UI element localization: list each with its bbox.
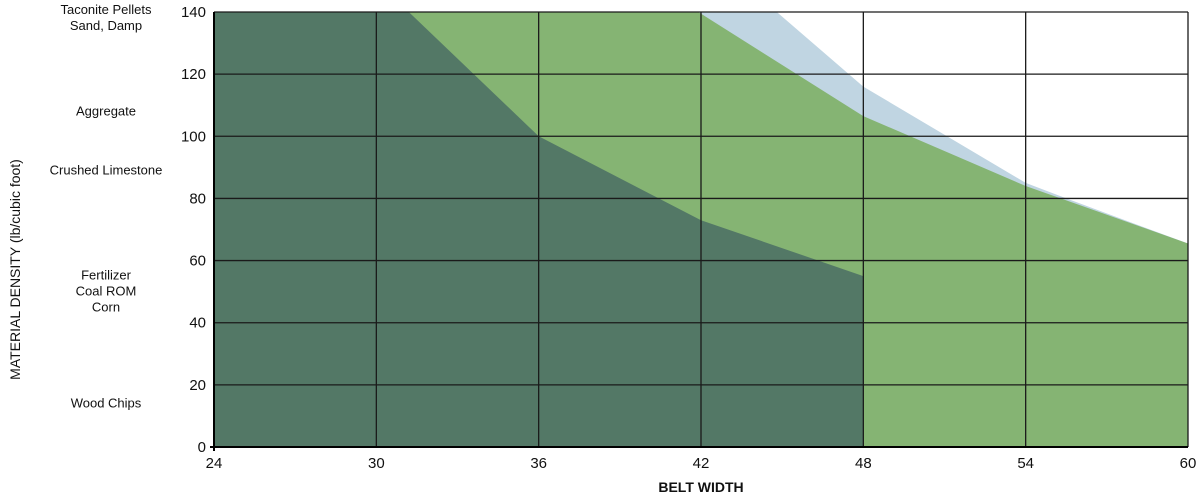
y-axis-title: MATERIAL DENSITY (lb/cubic foot) — [7, 159, 23, 380]
y-tick-label-140: 140 — [181, 4, 206, 21]
x-tick-label-60: 60 — [1180, 455, 1197, 472]
material-labels: Taconite Pellets Sand, Damp Aggregate Crush… — [50, 2, 163, 410]
y-tick-label-100: 100 — [181, 128, 206, 145]
material-label-4: Wood Chips — [71, 396, 142, 411]
x-axis-title: BELT WIDTH — [658, 479, 743, 495]
x-tick-label-42: 42 — [693, 455, 710, 472]
grid-lines — [210, 11, 1189, 451]
material-label-1: Aggregate — [76, 103, 136, 118]
y-tick-label-0: 0 — [198, 439, 206, 456]
y-tick-labels: 0 20 40 60 80 100 120 140 — [181, 4, 206, 456]
x-tick-label-54: 54 — [1017, 455, 1034, 472]
material-label-line: Wood Chips — [71, 396, 142, 411]
y-tick-label-80: 80 — [189, 190, 206, 207]
x-tick-label-30: 30 — [368, 455, 385, 472]
material-label-line: Corn — [92, 300, 120, 315]
material-label-line: Fertilizer — [81, 268, 132, 283]
material-label-line: Aggregate — [76, 103, 136, 118]
x-tick-label-36: 36 — [530, 455, 547, 472]
material-label-line: Sand, Damp — [70, 18, 142, 33]
material-label-line: Crushed Limestone — [50, 162, 163, 177]
y-tick-label-20: 20 — [189, 377, 206, 394]
material-label-line: Coal ROM — [76, 284, 137, 299]
material-label-2: Crushed Limestone — [50, 162, 163, 177]
material-label-3: Fertilizer Coal ROM Corn — [76, 268, 137, 315]
x-tick-label-48: 48 — [855, 455, 872, 472]
material-label-0: Taconite Pellets Sand, Damp — [60, 2, 152, 33]
material-label-line: Taconite Pellets — [60, 2, 152, 17]
y-tick-label-40: 40 — [189, 315, 206, 332]
y-tick-label-60: 60 — [189, 253, 206, 270]
x-tick-labels: 24 30 36 42 48 54 60 — [206, 455, 1197, 472]
x-tick-label-24: 24 — [206, 455, 223, 472]
y-tick-label-120: 120 — [181, 66, 206, 83]
